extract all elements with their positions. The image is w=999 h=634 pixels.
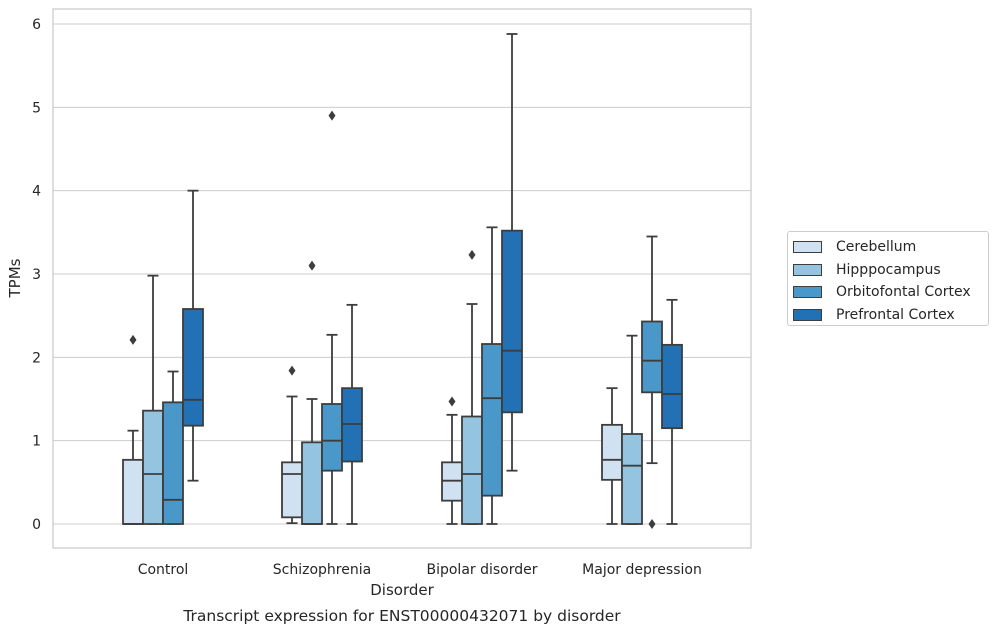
legend-swatch — [793, 308, 822, 321]
box-body — [641, 320, 663, 394]
box-body — [461, 415, 483, 525]
legend-label: Orbitofontal Cortex — [836, 284, 971, 301]
chart-legend: Cerebellum Hipppocampus Orbitofontal Corte… — [787, 231, 989, 326]
x-tick-label: Major depression — [582, 562, 702, 578]
box-3-2 — [501, 33, 523, 472]
box-body — [122, 458, 144, 525]
box-1-0 — [142, 274, 164, 525]
box-2-3 — [641, 235, 663, 529]
legend-swatch — [793, 241, 822, 254]
box-body — [321, 403, 343, 472]
box-body — [481, 343, 503, 497]
y-tick-label: 2 — [32, 350, 41, 366]
legend-item: Orbitofontal Cortex — [793, 281, 988, 304]
outlier-point — [448, 396, 456, 407]
legend-swatch — [793, 263, 822, 276]
legend-item: Cerebellum — [793, 236, 988, 259]
box-body — [621, 433, 643, 525]
y-tick-label: 6 — [32, 17, 41, 33]
y-tick-label: 4 — [32, 184, 41, 200]
box-body — [661, 343, 683, 430]
legend-label: Cerebellum — [836, 239, 917, 256]
outlier-point — [288, 365, 296, 376]
legend-item: Prefrontal Cortex — [793, 304, 988, 327]
outlier-point — [328, 110, 336, 121]
legend-item: Hipppocampus — [793, 259, 988, 282]
box-1-1 — [301, 260, 323, 525]
box-body — [281, 461, 303, 519]
outlier-point — [129, 334, 137, 345]
legend-label: Prefrontal Cortex — [836, 306, 955, 323]
chart-title: Transcript expression for ENST0000043207… — [182, 607, 621, 625]
box-2-0 — [162, 370, 184, 525]
box-3-3 — [661, 298, 683, 525]
box-body — [142, 409, 164, 525]
outlier-point — [648, 519, 656, 529]
x-tick-label: Schizophrenia — [273, 562, 371, 578]
y-tick-label: 1 — [32, 434, 41, 450]
y-axis-label: TPMs — [6, 258, 24, 298]
x-tick-label: Control — [138, 562, 189, 578]
box-2-2 — [481, 226, 503, 525]
box-1-2 — [461, 249, 483, 525]
box-3-0 — [182, 189, 204, 482]
legend-swatch — [793, 286, 822, 299]
y-tick-label: 0 — [32, 517, 41, 533]
x-axis-label: Disorder — [370, 581, 434, 599]
box-body — [162, 401, 184, 525]
box-body — [301, 441, 323, 525]
box-3-1 — [341, 303, 363, 525]
box-body — [601, 423, 623, 481]
box-0-2 — [441, 396, 463, 525]
x-tick-label: Bipolar disorder — [426, 562, 537, 578]
box-body — [501, 229, 523, 414]
y-tick-label: 5 — [32, 100, 41, 116]
box-body — [182, 308, 204, 427]
box-2-1 — [321, 110, 343, 525]
y-tick-label: 3 — [32, 267, 41, 283]
box-1-3 — [621, 334, 643, 525]
outlier-point — [468, 249, 476, 260]
outlier-point — [308, 260, 316, 271]
legend-label: Hipppocampus — [836, 261, 941, 278]
